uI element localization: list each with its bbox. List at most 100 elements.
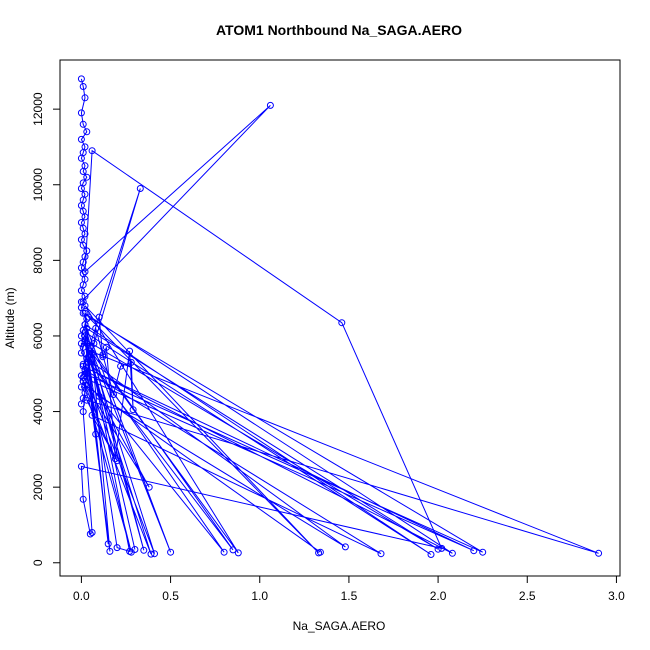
data-point bbox=[110, 391, 117, 398]
series-line-3 bbox=[80, 105, 443, 550]
data-point bbox=[266, 101, 274, 109]
y-tick-label: 4000 bbox=[31, 398, 45, 425]
data-point bbox=[377, 550, 385, 558]
data-point bbox=[85, 353, 92, 361]
data-point bbox=[448, 549, 456, 557]
data-point bbox=[77, 135, 85, 143]
x-tick-label: 2.5 bbox=[519, 589, 536, 603]
y-tick-label: 0 bbox=[31, 559, 45, 566]
data-point bbox=[79, 83, 87, 90]
y-tick-label: 2000 bbox=[31, 473, 45, 500]
data-point bbox=[77, 462, 85, 470]
data-point bbox=[95, 313, 103, 321]
x-tick-label: 0.0 bbox=[73, 589, 90, 603]
data-point bbox=[102, 343, 110, 351]
data-point bbox=[106, 547, 114, 555]
chart-title: ATOM1 Northbound Na_SAGA.AERO bbox=[216, 22, 462, 38]
data-point bbox=[86, 351, 94, 359]
y-tick-label: 6000 bbox=[31, 322, 45, 349]
data-point bbox=[338, 319, 346, 327]
data-layer bbox=[77, 75, 603, 558]
x-tick-label: 2.0 bbox=[430, 589, 447, 603]
data-point bbox=[81, 336, 89, 344]
data-point bbox=[79, 408, 87, 416]
data-point bbox=[83, 324, 91, 332]
y-tick-label: 8000 bbox=[31, 247, 45, 274]
data-point bbox=[83, 370, 91, 378]
y-axis-label: Altitude (m) bbox=[3, 287, 17, 348]
x-tick-label: 1.5 bbox=[341, 589, 358, 603]
data-point bbox=[136, 185, 144, 192]
data-point bbox=[167, 548, 175, 556]
data-point bbox=[77, 154, 85, 162]
data-point bbox=[77, 185, 85, 192]
data-point bbox=[229, 546, 237, 554]
x-axis: 0.0 0.5 1.0 1.5 2.0 2.5 3.0 bbox=[73, 575, 625, 603]
data-point bbox=[113, 544, 121, 552]
data-point bbox=[92, 324, 100, 332]
data-point bbox=[77, 340, 85, 347]
data-point bbox=[81, 302, 89, 310]
data-point bbox=[79, 120, 87, 128]
data-point bbox=[77, 287, 85, 295]
data-point bbox=[341, 543, 349, 551]
x-tick-label: 0.5 bbox=[162, 589, 179, 603]
data-point bbox=[220, 548, 228, 556]
data-point bbox=[79, 362, 87, 370]
data-point bbox=[81, 332, 89, 340]
data-point bbox=[81, 309, 89, 317]
data-point bbox=[77, 298, 85, 306]
data-point bbox=[127, 358, 135, 366]
data-point bbox=[438, 544, 446, 552]
x-axis-label: Na_SAGA.AERO bbox=[293, 619, 386, 633]
y-tick-label: 12000 bbox=[31, 92, 45, 126]
data-point bbox=[83, 128, 91, 136]
y-tick-label: 10000 bbox=[31, 168, 45, 202]
data-point bbox=[83, 173, 91, 181]
data-point bbox=[81, 328, 89, 336]
data-point bbox=[140, 546, 148, 554]
data-point bbox=[104, 540, 112, 548]
data-point bbox=[88, 147, 96, 155]
data-point bbox=[151, 550, 158, 558]
data-point bbox=[88, 529, 96, 536]
data-point bbox=[113, 457, 121, 465]
data-point bbox=[86, 530, 94, 538]
data-point bbox=[81, 321, 89, 329]
data-point bbox=[77, 349, 85, 357]
data-point bbox=[111, 455, 119, 463]
data-point bbox=[479, 548, 487, 556]
data-point bbox=[88, 411, 96, 419]
data-point bbox=[79, 168, 87, 175]
data-point bbox=[90, 340, 98, 347]
data-point bbox=[92, 430, 100, 438]
x-tick-label: 3.0 bbox=[608, 589, 625, 603]
data-point bbox=[145, 483, 153, 491]
data-point bbox=[77, 75, 85, 83]
data-point bbox=[95, 392, 103, 400]
data-point bbox=[427, 551, 435, 558]
data-point bbox=[79, 495, 87, 503]
y-axis: 0 2000 4000 6000 8000 10000 12000 bbox=[31, 92, 61, 566]
data-point bbox=[129, 406, 137, 414]
data-point bbox=[470, 547, 478, 555]
x-tick-label: 1.0 bbox=[251, 589, 268, 603]
data-point bbox=[595, 549, 603, 557]
plot-frame bbox=[59, 59, 621, 577]
data-point bbox=[77, 332, 85, 340]
data-point bbox=[88, 349, 96, 357]
data-point bbox=[81, 230, 89, 238]
data-point bbox=[234, 549, 242, 557]
data-point bbox=[316, 548, 324, 556]
data-point bbox=[434, 545, 442, 553]
data-point bbox=[81, 268, 89, 276]
data-point bbox=[126, 347, 134, 355]
series-line-2 bbox=[82, 188, 599, 555]
data-point bbox=[81, 366, 89, 374]
data-point bbox=[77, 109, 85, 117]
data-point bbox=[85, 313, 92, 321]
data-point bbox=[117, 362, 125, 370]
data-point bbox=[99, 353, 107, 361]
data-point bbox=[147, 550, 155, 558]
